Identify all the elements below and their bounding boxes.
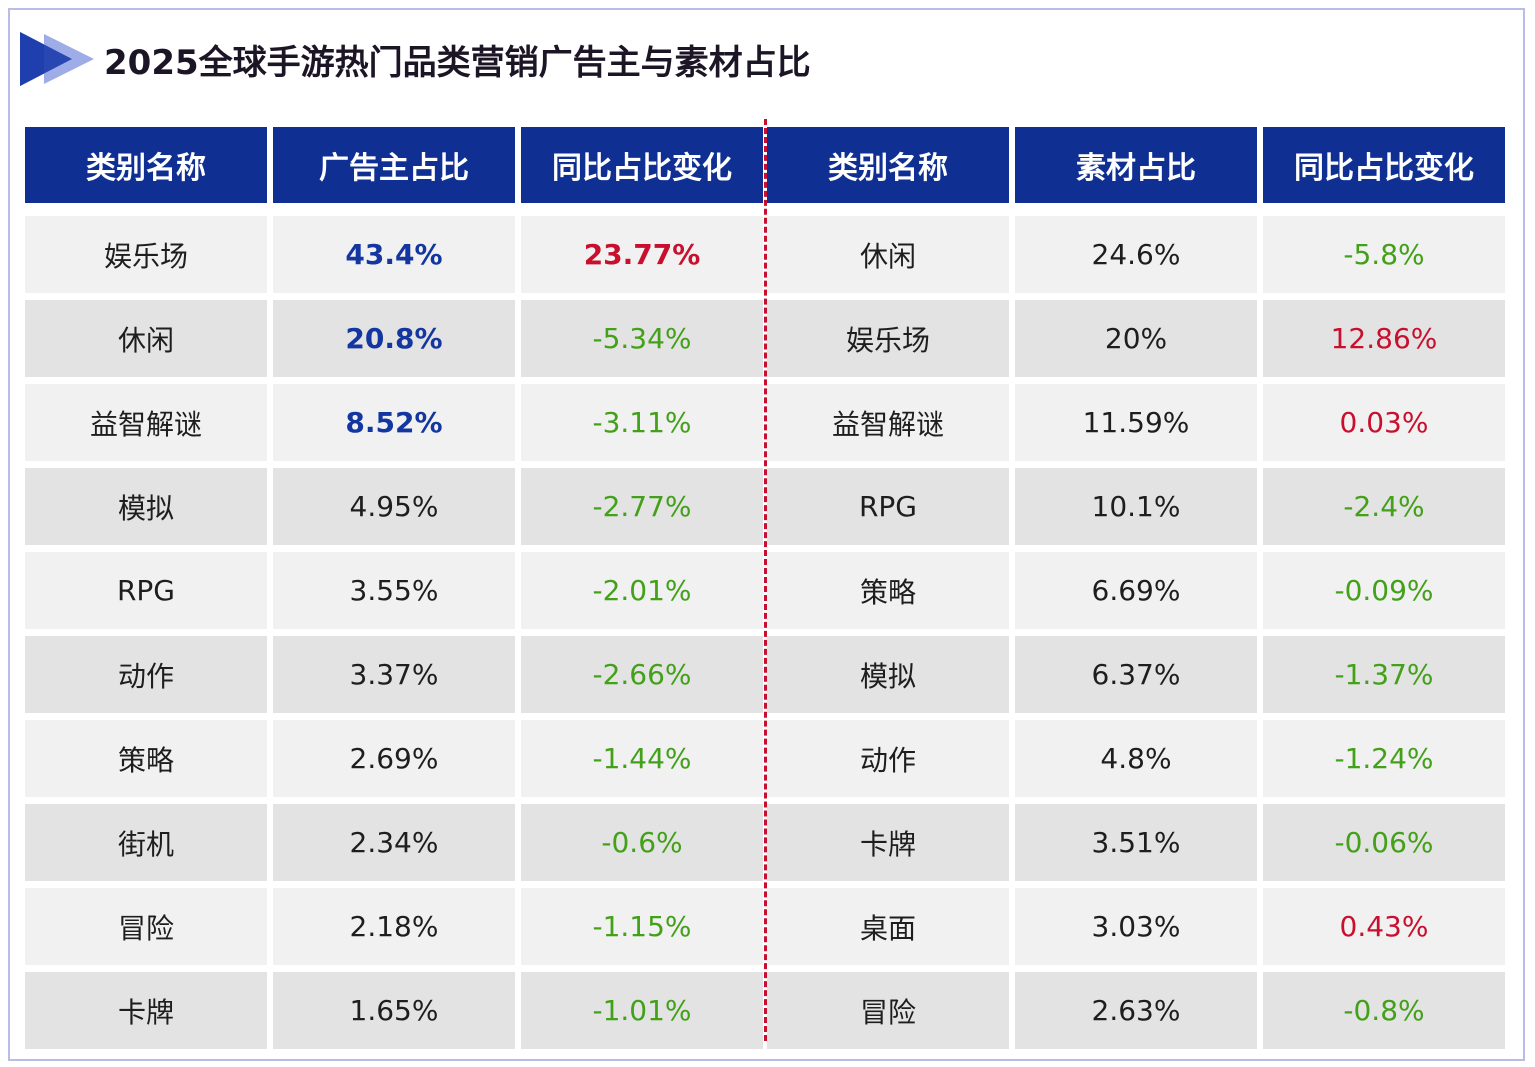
table-row: 动作 4.8% -1.24%	[767, 720, 1505, 797]
category-cell: 桌面	[767, 888, 1009, 965]
share-cell: 6.69%	[1015, 552, 1257, 629]
category-cell: 娱乐场	[767, 300, 1009, 377]
share-cell: 2.34%	[273, 804, 515, 881]
category-cell: 冒险	[25, 888, 267, 965]
category-cell: 模拟	[25, 468, 267, 545]
category-cell: 益智解谜	[25, 384, 267, 461]
change-cell: -2.77%	[521, 468, 763, 545]
change-cell: -1.44%	[521, 720, 763, 797]
share-cell: 10.1%	[1015, 468, 1257, 545]
share-cell: 3.51%	[1015, 804, 1257, 881]
share-cell: 20.8%	[273, 300, 515, 377]
change-cell: -5.8%	[1263, 216, 1505, 293]
change-cell: -1.01%	[521, 972, 763, 1049]
change-cell: -0.06%	[1263, 804, 1505, 881]
category-cell: 街机	[25, 804, 267, 881]
page-title: 2025全球手游热门品类营销广告主与素材占比	[104, 42, 811, 83]
table-row: 益智解谜 8.52% -3.11%	[25, 384, 763, 461]
category-cell: 卡牌	[767, 804, 1009, 881]
table-row: 策略 2.69% -1.44%	[25, 720, 763, 797]
share-cell: 24.6%	[1015, 216, 1257, 293]
table-divider	[764, 119, 767, 1041]
advertiser-share-table: 类别名称 广告主占比 同比占比变化 娱乐场 43.4% 23.77% 休闲 20.8% -…	[25, 127, 763, 1056]
category-cell: RPG	[25, 552, 267, 629]
category-cell: 娱乐场	[25, 216, 267, 293]
category-cell: RPG	[767, 468, 1009, 545]
category-cell: 策略	[25, 720, 267, 797]
material-share-table: 类别名称 素材占比 同比占比变化 休闲 24.6% -5.8% 娱乐场 20% 12.86…	[767, 127, 1505, 1056]
share-cell: 8.52%	[273, 384, 515, 461]
category-cell: 卡牌	[25, 972, 267, 1049]
share-cell: 1.65%	[273, 972, 515, 1049]
category-cell: 动作	[25, 636, 267, 713]
share-cell: 3.55%	[273, 552, 515, 629]
table-row: 冒险 2.63% -0.8%	[767, 972, 1505, 1049]
header-yoy-change: 同比占比变化	[521, 127, 763, 203]
change-cell: -2.66%	[521, 636, 763, 713]
table-row: 卡牌 1.65% -1.01%	[25, 972, 763, 1049]
table-row: 冒险 2.18% -1.15%	[25, 888, 763, 965]
table-row: 模拟 4.95% -2.77%	[25, 468, 763, 545]
change-cell: -1.24%	[1263, 720, 1505, 797]
share-cell: 2.63%	[1015, 972, 1257, 1049]
table-row: 休闲 20.8% -5.34%	[25, 300, 763, 377]
table-row: 动作 3.37% -2.66%	[25, 636, 763, 713]
change-cell: -0.8%	[1263, 972, 1505, 1049]
table-row: 策略 6.69% -0.09%	[767, 552, 1505, 629]
share-cell: 4.8%	[1015, 720, 1257, 797]
share-cell: 20%	[1015, 300, 1257, 377]
category-cell: 冒险	[767, 972, 1009, 1049]
table-row: 桌面 3.03% 0.43%	[767, 888, 1505, 965]
change-cell: -0.09%	[1263, 552, 1505, 629]
change-cell: -1.15%	[521, 888, 763, 965]
table-row: RPG 10.1% -2.4%	[767, 468, 1505, 545]
header-advertiser-share: 广告主占比	[273, 127, 515, 203]
table-row: 娱乐场 43.4% 23.77%	[25, 216, 763, 293]
share-cell: 3.03%	[1015, 888, 1257, 965]
table-row: 模拟 6.37% -1.37%	[767, 636, 1505, 713]
share-cell: 2.18%	[273, 888, 515, 965]
share-cell: 3.37%	[273, 636, 515, 713]
category-cell: 休闲	[767, 216, 1009, 293]
table-header-row: 类别名称 素材占比 同比占比变化	[767, 127, 1505, 203]
table-row: 益智解谜 11.59% 0.03%	[767, 384, 1505, 461]
change-cell: -1.37%	[1263, 636, 1505, 713]
table-header-row: 类别名称 广告主占比 同比占比变化	[25, 127, 763, 203]
header-yoy-change: 同比占比变化	[1263, 127, 1505, 203]
change-cell: -5.34%	[521, 300, 763, 377]
table-row: RPG 3.55% -2.01%	[25, 552, 763, 629]
table-row: 休闲 24.6% -5.8%	[767, 216, 1505, 293]
change-cell: -3.11%	[521, 384, 763, 461]
category-cell: 休闲	[25, 300, 267, 377]
change-cell: 23.77%	[521, 216, 763, 293]
category-cell: 动作	[767, 720, 1009, 797]
share-cell: 43.4%	[273, 216, 515, 293]
change-cell: -2.4%	[1263, 468, 1505, 545]
table-row: 卡牌 3.51% -0.06%	[767, 804, 1505, 881]
share-cell: 4.95%	[273, 468, 515, 545]
table-row: 街机 2.34% -0.6%	[25, 804, 763, 881]
change-cell: 12.86%	[1263, 300, 1505, 377]
header-category: 类别名称	[767, 127, 1009, 203]
category-cell: 策略	[767, 552, 1009, 629]
double-triangle-arrow-icon	[20, 32, 94, 86]
share-cell: 11.59%	[1015, 384, 1257, 461]
change-cell: 0.03%	[1263, 384, 1505, 461]
header-category: 类别名称	[25, 127, 267, 203]
title-bar: 2025全球手游热门品类营销广告主与素材占比	[20, 30, 811, 88]
share-cell: 6.37%	[1015, 636, 1257, 713]
change-cell: -2.01%	[521, 552, 763, 629]
category-cell: 益智解谜	[767, 384, 1009, 461]
category-cell: 模拟	[767, 636, 1009, 713]
table-row: 娱乐场 20% 12.86%	[767, 300, 1505, 377]
header-material-share: 素材占比	[1015, 127, 1257, 203]
share-cell: 2.69%	[273, 720, 515, 797]
change-cell: -0.6%	[521, 804, 763, 881]
change-cell: 0.43%	[1263, 888, 1505, 965]
